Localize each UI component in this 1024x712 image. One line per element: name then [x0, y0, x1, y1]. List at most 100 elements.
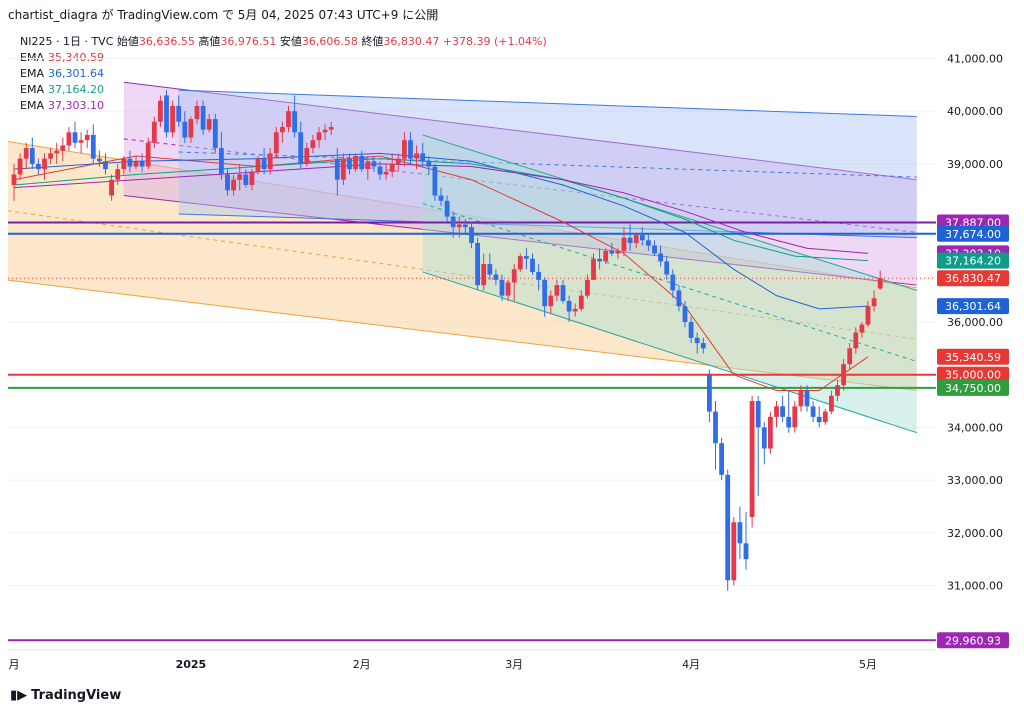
candle-body	[572, 308, 578, 312]
candle-body	[627, 237, 633, 243]
candle-body	[206, 119, 212, 130]
ema-line-2	[13, 152, 869, 310]
ema-legend-2: EMA 36,301.64	[20, 66, 547, 82]
candle-body	[810, 406, 816, 417]
candle-body	[322, 129, 328, 133]
open-value: 36,636.55	[138, 35, 195, 48]
candle-body	[469, 227, 474, 243]
ema-value: 35,340.59	[47, 51, 104, 64]
candle-body	[591, 258, 596, 280]
ema-line-4	[13, 163, 869, 254]
candle-body	[145, 142, 151, 167]
price-tag-label: 29,960.93	[945, 634, 1001, 647]
candle-body	[646, 240, 651, 246]
candle-body	[566, 300, 572, 312]
x-tick-label: 4月	[682, 658, 700, 671]
x-tick-label: 5月	[859, 658, 877, 671]
candle-body	[420, 153, 426, 162]
candle-body	[60, 145, 66, 151]
candle-body	[542, 279, 548, 307]
candle-body	[871, 298, 877, 307]
candle-body	[444, 200, 450, 217]
candle-body	[835, 385, 840, 396]
candle-body	[371, 161, 377, 167]
candle-body	[713, 411, 718, 444]
close-value: 36,830.47	[383, 35, 440, 48]
candle-body	[664, 261, 670, 275]
purple-channel-top	[123, 81, 917, 181]
candle-body	[304, 148, 310, 164]
candle-body	[377, 166, 383, 175]
candle-body	[749, 401, 755, 517]
change-value: +378.39 (+1.04%)	[442, 35, 547, 48]
candle-body	[536, 271, 541, 280]
ema-value: 37,303.10	[47, 99, 104, 112]
candle-body	[578, 295, 584, 309]
teal-channel-mid	[422, 202, 917, 363]
candle-body	[255, 158, 261, 172]
candle-body	[804, 390, 810, 407]
candle-body	[231, 179, 236, 191]
candle-body	[414, 153, 419, 159]
candle-body	[780, 406, 785, 417]
candle-body	[261, 158, 267, 170]
candle-body	[597, 258, 602, 262]
candle-body	[621, 237, 627, 251]
candle-body	[688, 322, 694, 338]
chart-legend: NI225 · 1日 · TVC 始値36,636.55 高値36,976.51…	[20, 34, 547, 114]
price-tag-label: 34,750.00	[945, 382, 1001, 395]
candle-body	[90, 134, 96, 159]
ema-legend-1: EMA 35,340.59	[20, 50, 547, 66]
price-tag-label: 36,830.47	[945, 272, 1001, 285]
candle-body	[97, 158, 102, 162]
price-tag	[937, 225, 1009, 242]
orange-channel-mid	[8, 210, 917, 340]
publish-info: chartist_diagra が TradingView.com で 5月 0…	[8, 8, 439, 22]
candle-body	[273, 132, 279, 154]
price-tag-label: 36,301.64	[945, 300, 1001, 313]
candle-body	[774, 406, 779, 417]
candle-body	[853, 332, 859, 349]
candle-body	[365, 161, 371, 170]
close-label: 終値	[361, 35, 384, 48]
candle-body	[707, 374, 712, 412]
symbol-label: NI225 · 1日 · TVC	[20, 35, 114, 48]
x-tick-label: 月	[9, 658, 20, 671]
candle-body	[78, 140, 84, 143]
candle-body	[127, 158, 133, 167]
candle-body	[639, 235, 645, 241]
ema-legend-4: EMA 37,303.10	[20, 98, 547, 114]
candle-body	[151, 121, 157, 143]
candle-body	[84, 134, 90, 141]
candle-body	[609, 250, 615, 254]
candle-body	[11, 174, 17, 185]
candle-body	[341, 158, 346, 180]
candle-body	[267, 153, 273, 170]
candle-body	[121, 158, 127, 170]
y-tick-label: 31,000.00	[947, 580, 1003, 593]
candle-body	[792, 406, 798, 428]
candle-body	[548, 295, 554, 307]
candle-body	[200, 105, 206, 130]
candle-body	[353, 155, 358, 170]
candle-body	[334, 158, 340, 180]
candle-body	[328, 127, 334, 130]
candle-body	[603, 250, 609, 262]
candle-body	[560, 285, 566, 301]
y-tick-label: 40,000.00	[947, 105, 1003, 118]
candle-body	[42, 158, 47, 170]
candle-body	[822, 411, 828, 423]
price-tag-label: 37,674.00	[945, 228, 1001, 241]
y-tick-label: 39,000.00	[947, 158, 1003, 171]
candle-body	[182, 121, 188, 138]
candle-body	[36, 163, 41, 170]
teal-channel-top	[422, 134, 917, 291]
ema-label: EMA	[20, 67, 44, 80]
candle-body	[72, 132, 78, 143]
low-value: 36,606.58	[301, 35, 358, 48]
blue-channel-top	[178, 89, 917, 117]
tradingview-brand: TradingView	[31, 688, 122, 703]
candle-body	[316, 132, 322, 141]
candle-body	[755, 401, 761, 428]
